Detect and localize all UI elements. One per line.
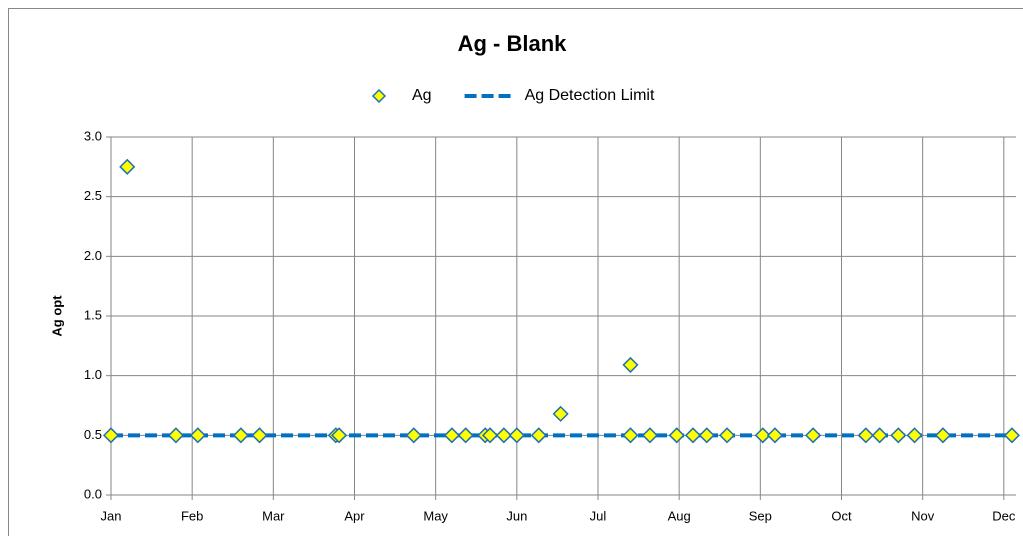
data-point — [766, 427, 783, 444]
x-tick-label: Dec — [992, 508, 1016, 523]
legend-marker — [371, 88, 387, 104]
x-tick-label: May — [423, 508, 448, 523]
x-tick-label: Sep — [749, 508, 772, 523]
data-point — [641, 427, 659, 444]
data-point — [805, 427, 822, 444]
data-point — [934, 427, 952, 444]
chart-frame — [8, 8, 1023, 536]
data-point — [232, 427, 249, 444]
legend-label: Ag — [412, 87, 432, 104]
y-axis-label: Ag opt — [49, 295, 64, 337]
data-point — [508, 427, 525, 444]
y-tick-label: 0.0 — [84, 486, 102, 501]
x-tick-label: Feb — [181, 508, 203, 523]
data-point — [698, 427, 715, 444]
data-point — [1003, 427, 1021, 444]
y-tick-label: 2.5 — [84, 188, 102, 203]
data-point — [890, 427, 907, 444]
x-tick-label: Jan — [101, 508, 122, 523]
data-point — [331, 427, 348, 444]
x-tick-label: Jul — [590, 508, 607, 523]
data-point — [718, 427, 736, 444]
y-tick-label: 0.5 — [84, 427, 102, 442]
x-tick-label: Nov — [911, 508, 935, 523]
data-point — [443, 427, 460, 444]
data-point — [871, 427, 888, 444]
data-point — [481, 427, 499, 444]
data-point — [102, 427, 120, 444]
y-tick-label: 1.5 — [84, 307, 102, 322]
x-tick-label: Mar — [262, 508, 285, 523]
data-point — [405, 427, 422, 444]
data-point — [622, 427, 639, 444]
data-point — [668, 427, 685, 444]
x-tick-label: Apr — [344, 508, 365, 523]
data-point — [684, 427, 702, 444]
y-tick-label: 3.0 — [84, 128, 102, 143]
chart-title: Ag - Blank — [458, 31, 568, 56]
data-point — [457, 427, 474, 444]
data-point — [906, 427, 923, 444]
y-tick-label: 2.0 — [84, 248, 102, 263]
x-tick-label: Jun — [506, 508, 527, 523]
data-point — [622, 356, 639, 373]
data-point — [857, 427, 874, 444]
data-point — [552, 405, 569, 422]
data-point — [251, 427, 268, 444]
x-tick-label: Aug — [668, 508, 691, 523]
data-point — [530, 427, 547, 444]
data-point — [119, 158, 136, 175]
legend-label: Ag Detection Limit — [525, 87, 655, 104]
y-tick-label: 1.0 — [84, 367, 102, 382]
x-tick-label: Oct — [831, 508, 852, 523]
data-point — [189, 427, 206, 444]
data-point — [167, 427, 184, 444]
data-point — [495, 427, 512, 444]
data-point — [754, 427, 771, 444]
